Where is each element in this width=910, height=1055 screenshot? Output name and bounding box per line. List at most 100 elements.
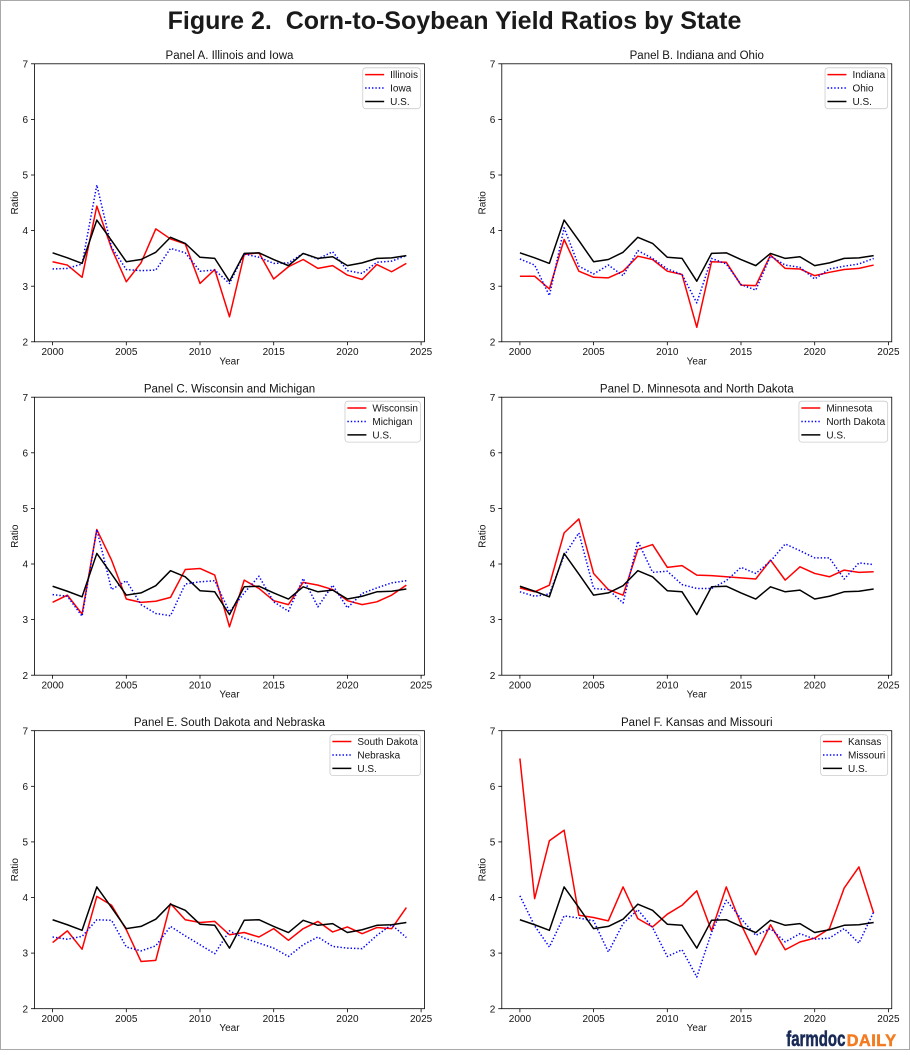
svg-text:4: 4: [490, 226, 496, 237]
svg-text:Iowa: Iowa: [390, 84, 412, 95]
svg-text:2025: 2025: [410, 681, 433, 692]
svg-text:2000: 2000: [41, 347, 64, 358]
svg-text:Panel C. Wisconsin and Michiga: Panel C. Wisconsin and Michigan: [144, 384, 315, 396]
svg-text:2005: 2005: [582, 1014, 605, 1025]
svg-text:Michigan: Michigan: [372, 417, 412, 428]
svg-text:3: 3: [22, 615, 28, 626]
svg-text:2015: 2015: [730, 1014, 753, 1025]
svg-text:2020: 2020: [804, 347, 827, 358]
svg-text:2005: 2005: [115, 1014, 138, 1025]
svg-text:6: 6: [490, 115, 496, 126]
svg-text:Panel A. Illinois and Iowa: Panel A. Illinois and Iowa: [166, 50, 294, 62]
svg-text:2: 2: [22, 337, 28, 348]
svg-text:2025: 2025: [877, 1014, 900, 1025]
svg-text:2010: 2010: [189, 1014, 212, 1025]
svg-text:5: 5: [490, 837, 496, 848]
svg-text:4: 4: [490, 893, 496, 904]
svg-text:2: 2: [22, 1004, 28, 1015]
svg-text:Ohio: Ohio: [852, 84, 874, 95]
svg-text:North Dakota: North Dakota: [826, 417, 885, 428]
svg-text:7: 7: [490, 393, 496, 404]
svg-text:Kansas: Kansas: [848, 737, 881, 748]
svg-text:Nebraska: Nebraska: [357, 751, 400, 762]
svg-text:2005: 2005: [115, 347, 138, 358]
svg-text:3: 3: [22, 282, 28, 293]
svg-text:Ratio: Ratio: [478, 524, 489, 548]
svg-text:3: 3: [490, 282, 496, 293]
svg-text:2: 2: [490, 337, 496, 348]
svg-text:6: 6: [490, 782, 496, 793]
svg-text:Panel E. South Dakota and Nebr: Panel E. South Dakota and Nebraska: [134, 717, 326, 729]
svg-text:2010: 2010: [189, 681, 212, 692]
svg-text:DAILY: DAILY: [847, 1032, 897, 1050]
svg-text:2005: 2005: [115, 681, 138, 692]
svg-text:U.S.: U.S.: [852, 97, 871, 108]
svg-text:Year: Year: [687, 690, 708, 701]
svg-text:2020: 2020: [804, 1014, 827, 1025]
svg-text:2: 2: [490, 1004, 496, 1015]
svg-text:farmdoc: farmdoc: [786, 1027, 845, 1050]
svg-text:Panel B. Indiana and Ohio: Panel B. Indiana and Ohio: [630, 50, 764, 62]
svg-text:Ratio: Ratio: [10, 191, 21, 215]
svg-text:2015: 2015: [263, 1014, 286, 1025]
svg-text:2020: 2020: [336, 347, 359, 358]
svg-text:2010: 2010: [656, 347, 679, 358]
svg-text:3: 3: [22, 949, 28, 960]
svg-text:Ratio: Ratio: [478, 191, 489, 215]
svg-text:Ratio: Ratio: [10, 858, 21, 882]
svg-text:4: 4: [22, 893, 28, 904]
svg-text:4: 4: [490, 560, 496, 571]
svg-text:5: 5: [22, 171, 28, 182]
svg-text:2025: 2025: [410, 1014, 433, 1025]
svg-text:6: 6: [22, 782, 28, 793]
svg-text:6: 6: [22, 115, 28, 126]
svg-text:U.S.: U.S.: [372, 430, 391, 441]
svg-text:Wisconsin: Wisconsin: [372, 404, 418, 415]
svg-text:7: 7: [490, 726, 496, 737]
svg-text:6: 6: [490, 448, 496, 459]
svg-text:2015: 2015: [263, 681, 286, 692]
svg-text:2010: 2010: [656, 1014, 679, 1025]
svg-text:2025: 2025: [877, 347, 900, 358]
svg-text:2025: 2025: [877, 681, 900, 692]
svg-text:Illinois: Illinois: [390, 70, 418, 81]
svg-text:5: 5: [22, 504, 28, 515]
svg-text:2000: 2000: [41, 681, 64, 692]
svg-text:2: 2: [490, 671, 496, 682]
svg-text:Year: Year: [219, 690, 240, 701]
svg-text:U.S.: U.S.: [357, 764, 376, 775]
svg-text:7: 7: [22, 393, 28, 404]
svg-text:4: 4: [22, 226, 28, 237]
svg-text:5: 5: [490, 504, 496, 515]
svg-text:3: 3: [490, 615, 496, 626]
svg-text:U.S.: U.S.: [390, 97, 409, 108]
svg-text:2010: 2010: [656, 681, 679, 692]
svg-text:2015: 2015: [263, 347, 286, 358]
svg-text:Minnesota: Minnesota: [826, 404, 873, 415]
svg-text:U.S.: U.S.: [826, 430, 845, 441]
svg-text:Year: Year: [687, 1023, 708, 1034]
svg-text:7: 7: [22, 59, 28, 70]
svg-text:Missouri: Missouri: [848, 751, 885, 762]
svg-text:2015: 2015: [730, 347, 753, 358]
svg-text:2000: 2000: [509, 681, 532, 692]
svg-text:Year: Year: [219, 356, 240, 367]
svg-text:6: 6: [22, 448, 28, 459]
svg-text:U.S.: U.S.: [848, 764, 867, 775]
svg-text:2020: 2020: [804, 681, 827, 692]
svg-text:5: 5: [490, 171, 496, 182]
svg-text:5: 5: [22, 837, 28, 848]
svg-text:Indiana: Indiana: [852, 70, 885, 81]
svg-text:7: 7: [22, 726, 28, 737]
svg-text:2015: 2015: [730, 681, 753, 692]
svg-text:2000: 2000: [509, 347, 532, 358]
svg-text:4: 4: [22, 560, 28, 571]
svg-text:Ratio: Ratio: [478, 858, 489, 882]
svg-text:7: 7: [490, 59, 496, 70]
svg-text:3: 3: [490, 949, 496, 960]
svg-text:Panel F. Kansas and Missouri: Panel F. Kansas and Missouri: [621, 717, 773, 729]
svg-text:2005: 2005: [582, 681, 605, 692]
svg-text:2025: 2025: [410, 347, 433, 358]
svg-text:Year: Year: [687, 356, 708, 367]
svg-text:South Dakota: South Dakota: [357, 737, 418, 748]
